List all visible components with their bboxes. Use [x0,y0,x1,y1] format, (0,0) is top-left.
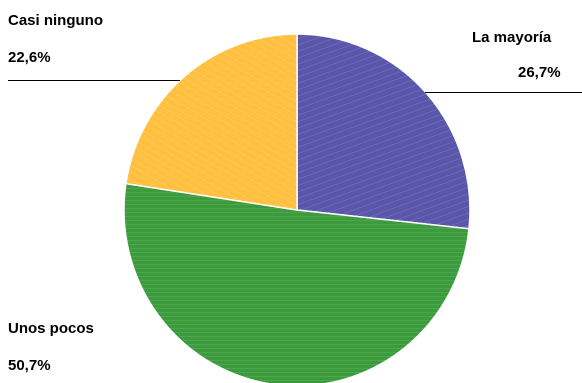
pie-slice-la-mayoria [296,33,471,230]
slice-label-unos-pocos: Unos pocos [8,320,94,337]
pie-slice-casi-ninguno [125,33,298,211]
leader-line-la-mayoria [425,92,582,93]
pie-slice-unos-pocos [123,182,470,383]
leader-line-casi-ninguno [8,80,180,81]
slice-value-casi-ninguno: 22,6% [8,49,51,66]
slice-value-la-mayoria: 26,7% [518,64,561,81]
slice-label-casi-ninguno: Casi ninguno [8,12,103,29]
slice-value-unos-pocos: 50,7% [8,357,51,374]
slice-label-la-mayoria: La mayoría [472,29,552,46]
